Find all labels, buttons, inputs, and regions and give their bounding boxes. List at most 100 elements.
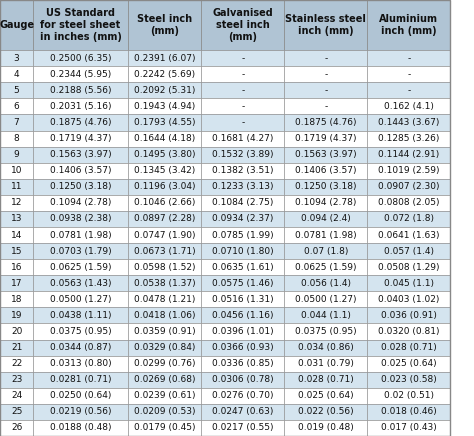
Text: 10: 10 <box>11 166 22 175</box>
Bar <box>367 146 450 163</box>
Bar <box>201 420 284 436</box>
Text: 0.0250 (0.64): 0.0250 (0.64) <box>50 391 111 400</box>
Text: 0.0276 (0.70): 0.0276 (0.70) <box>212 391 273 400</box>
Bar <box>33 243 128 259</box>
Text: -: - <box>241 70 245 79</box>
Text: 0.0563 (1.43): 0.0563 (1.43) <box>50 279 111 288</box>
Text: 0.0938 (2.38): 0.0938 (2.38) <box>50 215 111 224</box>
Text: 0.0625 (1.59): 0.0625 (1.59) <box>295 262 356 272</box>
Text: 23: 23 <box>11 375 22 384</box>
Bar <box>0 227 33 243</box>
Text: 0.0375 (0.95): 0.0375 (0.95) <box>295 327 357 336</box>
Text: 0.0418 (1.06): 0.0418 (1.06) <box>134 311 195 320</box>
Bar <box>201 195 284 211</box>
Text: 0.1250 (3.18): 0.1250 (3.18) <box>50 182 111 191</box>
Text: 0.1019 (2.59): 0.1019 (2.59) <box>378 166 439 175</box>
Bar <box>201 163 284 179</box>
Bar <box>0 114 33 130</box>
Bar <box>128 179 201 195</box>
Bar <box>367 99 450 114</box>
Bar <box>367 50 450 66</box>
Text: 0.0306 (0.78): 0.0306 (0.78) <box>212 375 274 384</box>
Text: 0.1046 (2.66): 0.1046 (2.66) <box>134 198 195 208</box>
Text: 0.0500 (1.27): 0.0500 (1.27) <box>295 295 356 304</box>
Text: 0.1681 (4.27): 0.1681 (4.27) <box>212 134 273 143</box>
Text: 0.0907 (2.30): 0.0907 (2.30) <box>378 182 439 191</box>
Bar <box>128 211 201 227</box>
Text: 0.0934 (2.37): 0.0934 (2.37) <box>212 215 273 224</box>
Text: 3: 3 <box>14 54 19 63</box>
Bar <box>0 0 33 50</box>
Text: 0.0217 (0.55): 0.0217 (0.55) <box>212 423 273 433</box>
Text: 0.019 (0.48): 0.019 (0.48) <box>298 423 354 433</box>
Bar <box>128 307 201 324</box>
Bar <box>0 291 33 307</box>
Bar <box>128 50 201 66</box>
Text: 0.1406 (3.57): 0.1406 (3.57) <box>50 166 111 175</box>
Text: 14: 14 <box>11 231 22 239</box>
Text: 0.0344 (0.87): 0.0344 (0.87) <box>50 343 111 352</box>
Text: 0.034 (0.86): 0.034 (0.86) <box>298 343 354 352</box>
Text: 0.0375 (0.95): 0.0375 (0.95) <box>50 327 111 336</box>
Text: 19: 19 <box>11 311 22 320</box>
Bar <box>0 211 33 227</box>
Text: 0.0508 (1.29): 0.0508 (1.29) <box>378 262 439 272</box>
Bar <box>201 371 284 388</box>
Bar <box>201 66 284 82</box>
Text: 0.044 (1.1): 0.044 (1.1) <box>301 311 351 320</box>
Text: 0.0785 (1.99): 0.0785 (1.99) <box>212 231 274 239</box>
Text: 6: 6 <box>14 102 19 111</box>
Bar <box>33 307 128 324</box>
Text: 0.0359 (0.91): 0.0359 (0.91) <box>134 327 196 336</box>
Text: 0.045 (1.1): 0.045 (1.1) <box>384 279 434 288</box>
Bar <box>128 227 201 243</box>
Text: 20: 20 <box>11 327 22 336</box>
Bar <box>0 340 33 356</box>
Text: -: - <box>241 102 245 111</box>
Text: -: - <box>407 70 410 79</box>
Bar <box>33 227 128 243</box>
Text: 0.056 (1.4): 0.056 (1.4) <box>301 279 351 288</box>
Text: 12: 12 <box>11 198 22 208</box>
Bar <box>128 195 201 211</box>
Text: 0.0403 (1.02): 0.0403 (1.02) <box>378 295 439 304</box>
Text: Stainless steel
inch (mm): Stainless steel inch (mm) <box>285 14 366 36</box>
Bar <box>201 114 284 130</box>
Text: 0.025 (0.64): 0.025 (0.64) <box>298 391 354 400</box>
Text: -: - <box>407 54 410 63</box>
Text: 0.1875 (4.76): 0.1875 (4.76) <box>50 118 111 127</box>
Text: 0.0808 (2.05): 0.0808 (2.05) <box>378 198 439 208</box>
Bar <box>0 195 33 211</box>
Text: -: - <box>324 54 328 63</box>
Text: -: - <box>241 54 245 63</box>
Bar <box>367 243 450 259</box>
Bar <box>284 243 367 259</box>
Bar <box>367 259 450 275</box>
Bar <box>201 82 284 99</box>
Text: 0.0747 (1.90): 0.0747 (1.90) <box>134 231 195 239</box>
Text: 26: 26 <box>11 423 22 433</box>
Text: 0.0299 (0.76): 0.0299 (0.76) <box>134 359 195 368</box>
Text: 0.1094 (2.78): 0.1094 (2.78) <box>295 198 356 208</box>
Text: 0.1345 (3.42): 0.1345 (3.42) <box>134 166 195 175</box>
Bar <box>201 99 284 114</box>
Bar <box>33 356 128 371</box>
Bar <box>201 211 284 227</box>
Bar <box>284 195 367 211</box>
Bar <box>33 324 128 340</box>
Text: 0.2391 (6.07): 0.2391 (6.07) <box>134 54 195 63</box>
Bar <box>33 420 128 436</box>
Bar <box>284 114 367 130</box>
Bar <box>284 163 367 179</box>
Bar <box>33 195 128 211</box>
Bar <box>0 275 33 291</box>
Text: 0.023 (0.58): 0.023 (0.58) <box>381 375 437 384</box>
Bar <box>0 388 33 404</box>
Bar <box>33 275 128 291</box>
Bar <box>284 130 367 146</box>
Bar <box>201 307 284 324</box>
Bar <box>367 82 450 99</box>
Bar <box>284 146 367 163</box>
Text: 5: 5 <box>14 86 19 95</box>
Bar <box>367 340 450 356</box>
